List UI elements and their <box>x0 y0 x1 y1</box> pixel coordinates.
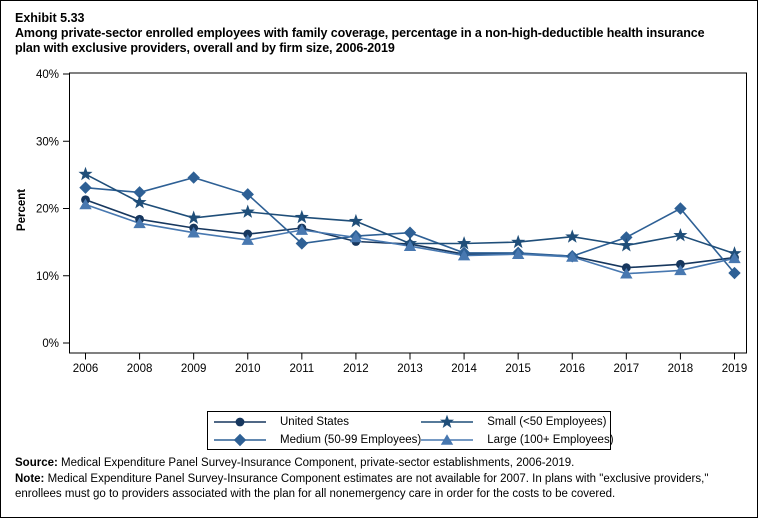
marker-circle-united-states <box>243 229 253 239</box>
x-tick-label: 2019 <box>722 363 748 375</box>
marker-star-small-50-employees <box>294 209 309 224</box>
legend-swatch-circle-icon <box>214 417 266 426</box>
marker-triangle-large-100-employees <box>241 234 254 245</box>
marker-star-small-50-employees <box>78 166 93 181</box>
source-line: Source: Medical Expenditure Panel Survey… <box>15 456 749 471</box>
marker-star-small-50-employees <box>240 204 255 218</box>
marker-diamond-medium-50-99-employees <box>187 171 200 184</box>
x-tick-label: 2006 <box>73 363 99 375</box>
legend-item-large-100-employees: Large (100+ Employees) <box>421 431 614 448</box>
legend-label: Small (<50 Employees) <box>487 415 607 428</box>
y-tick-label: 30% <box>36 136 59 148</box>
marker-star-small-50-employees <box>132 195 147 209</box>
x-tick-label: 2012 <box>343 363 369 375</box>
marker-star-small-50-employees <box>186 210 201 224</box>
x-tick-label: 2009 <box>181 363 207 375</box>
marker-diamond-medium-50-99-employees <box>79 181 92 194</box>
marker-diamond-medium-50-99-employees <box>133 186 146 199</box>
marker-circle-united-states <box>676 259 685 269</box>
legend-swatch-star-icon <box>421 414 474 428</box>
marker-triangle-large-100-employees <box>295 224 309 235</box>
x-tick-label: 2011 <box>289 363 314 375</box>
chart-title: Among private-sector enrolled employees … <box>15 26 705 55</box>
legend-item-united-states: United States <box>214 413 421 430</box>
plot-frame <box>69 72 747 354</box>
marker-triangle-large-100-employees <box>566 251 579 262</box>
marker-star-small-50-employees <box>457 236 472 250</box>
footer: Source: Medical Expenditure Panel Survey… <box>15 456 749 503</box>
marker-triangle-large-100-employees <box>457 249 471 261</box>
legend-marker-star-icon <box>440 414 455 428</box>
y-axis-title: Percent <box>16 189 28 231</box>
note-text: Medical Expenditure Panel Survey-Insuran… <box>15 473 709 500</box>
marker-diamond-medium-50-99-employees <box>620 231 633 244</box>
marker-triangle-large-100-employees <box>620 267 633 279</box>
marker-triangle-large-100-employees <box>349 231 363 243</box>
x-tick-label: 2018 <box>668 363 694 375</box>
legend-item-small-50-employees: Small (<50 Employees) <box>421 413 613 430</box>
source-text: Medical Expenditure Panel Survey-Insuran… <box>57 457 575 469</box>
x-tick-label: 2016 <box>559 363 585 375</box>
marker-triangle-large-100-employees <box>133 217 146 229</box>
marker-diamond-medium-50-99-employees <box>403 226 417 239</box>
marker-star-small-50-employees <box>511 234 526 249</box>
legend-swatch-triangle-icon <box>421 433 474 445</box>
marker-star-small-50-employees <box>565 229 580 243</box>
marker-diamond-medium-50-99-employees <box>241 188 254 201</box>
marker-triangle-large-100-employees <box>728 252 741 264</box>
note-label: Note: <box>15 473 45 485</box>
marker-diamond-medium-50-99-employees <box>295 237 309 250</box>
marker-diamond-medium-50-99-employees <box>728 266 741 280</box>
x-tick-label: 2013 <box>397 363 423 375</box>
series-line-medium-50-99-employees <box>85 176 736 274</box>
note-line: Note: Medical Expenditure Panel Survey-I… <box>15 472 749 502</box>
x-tick-label: 2017 <box>614 363 640 375</box>
legend-marker-circle-icon <box>235 417 245 426</box>
x-tick-label: 2015 <box>505 363 531 375</box>
y-tick-label: 0% <box>42 338 59 350</box>
legend: United States Small (<50 Employees) Medium… <box>207 411 614 450</box>
marker-star-small-50-employees <box>673 228 688 242</box>
legend-marker-triangle-icon <box>441 433 454 445</box>
marker-diamond-medium-50-99-employees <box>674 202 687 215</box>
marker-triangle-large-100-employees <box>403 240 417 251</box>
legend-label: Large (100+ Employees) <box>487 433 614 446</box>
marker-circle-united-states <box>621 263 631 273</box>
marker-triangle-large-100-employees <box>674 264 687 276</box>
exhibit-number: Exhibit 5.33 <box>15 11 85 25</box>
legend-marker-diamond-icon <box>233 433 247 446</box>
legend-label: United States <box>280 415 350 428</box>
marker-triangle-large-100-employees <box>511 248 525 260</box>
source-label: Source: <box>15 457 58 469</box>
marker-star-small-50-employees <box>348 213 363 228</box>
line-chart: 0% 10% 20% 30% 40% Percent 2006 2008 2009 2010 201… <box>16 69 748 375</box>
y-tick-label: 10% <box>36 271 59 283</box>
legend-swatch-diamond-icon <box>214 433 266 446</box>
y-tick-label: 40% <box>36 69 59 81</box>
x-tick-label: 2008 <box>127 363 153 375</box>
marker-star-small-50-employees <box>619 238 634 252</box>
x-tick-label: 2014 <box>451 363 477 375</box>
legend-item-medium-50-99-employees: Medium (50-99 Employees) <box>214 431 421 448</box>
legend-label: Medium (50-99 Employees) <box>280 433 422 446</box>
marker-triangle-large-100-employees <box>79 198 92 210</box>
y-tick-label: 20% <box>36 204 59 216</box>
marker-triangle-large-100-employees <box>187 226 200 238</box>
title-block: Exhibit 5.33 Among private-sector enroll… <box>15 11 731 56</box>
x-tick-label: 2010 <box>235 363 261 375</box>
